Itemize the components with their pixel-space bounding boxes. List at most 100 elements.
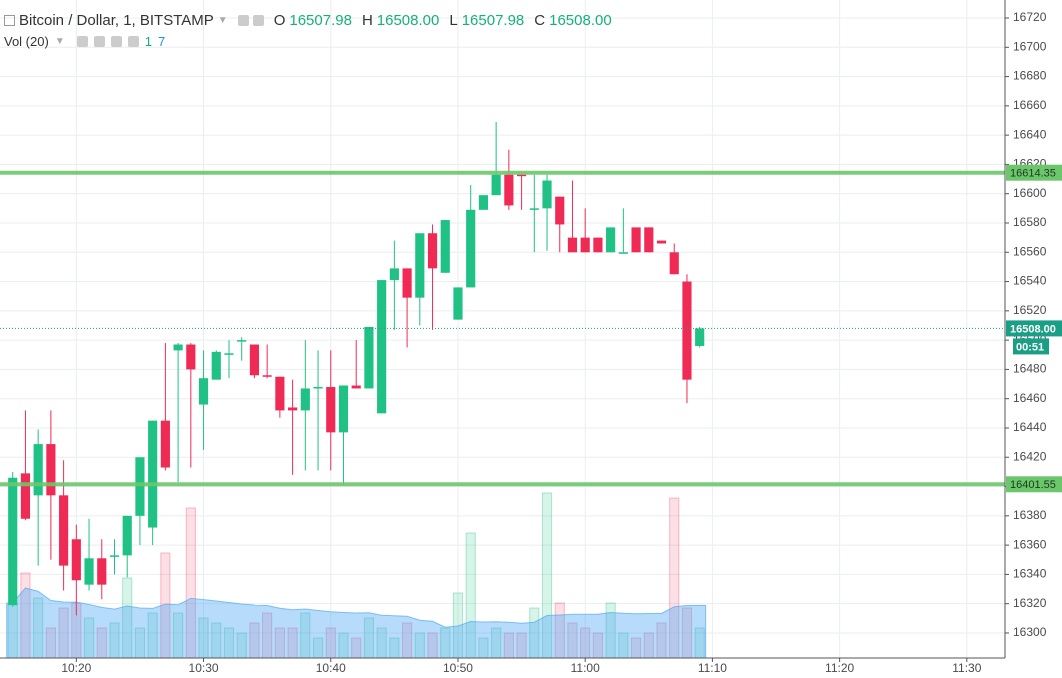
y-tick-label: 16600 — [1013, 186, 1047, 200]
candle-body — [198, 378, 209, 405]
eye-icon[interactable] — [76, 36, 88, 47]
candle-body — [224, 353, 234, 355]
volume-value: 1 — [144, 34, 152, 49]
candle-body — [656, 240, 667, 244]
y-tick-label: 16440 — [1013, 420, 1047, 434]
candle-body — [275, 376, 285, 411]
y-tick-label: 16580 — [1013, 215, 1047, 229]
candle-body — [122, 515, 132, 556]
symbol-title: Bitcoin / Dollar, 1, BITSTAMP — [19, 12, 214, 29]
add-icon[interactable] — [110, 36, 122, 47]
candle-body — [249, 344, 260, 376]
candle-body — [695, 328, 705, 346]
volume-label: Vol (20) — [4, 34, 49, 49]
y-tick-label: 16300 — [1013, 625, 1047, 639]
y-tick-label: 16680 — [1013, 69, 1047, 83]
y-tick-label: 16360 — [1013, 537, 1047, 551]
level-tag — [1006, 476, 1062, 493]
candle-body — [389, 268, 399, 281]
candle-body — [8, 477, 18, 606]
candle-body — [109, 555, 120, 557]
candle-body — [186, 344, 196, 370]
y-tick-label: 16660 — [1013, 98, 1047, 112]
y-tick-label: 16380 — [1013, 508, 1047, 522]
candle-body — [237, 340, 247, 342]
candle-body — [338, 385, 349, 433]
x-tick-label: 11:20 — [825, 661, 854, 675]
ohlc-letter: O — [273, 12, 286, 29]
ohlc-value: 16508.00 — [549, 12, 612, 29]
ohlc-value: 16508.00 — [376, 12, 440, 29]
candle-body — [135, 457, 145, 516]
last-price-tag — [1006, 320, 1062, 337]
level-tag-label: 16401.55 — [1010, 479, 1056, 491]
candle-body — [542, 180, 552, 209]
y-tick-label: 16720 — [1013, 10, 1047, 24]
candle-body — [326, 386, 336, 433]
candle-body — [580, 237, 590, 253]
candle-body — [504, 174, 514, 206]
candle-body — [415, 233, 425, 298]
candle-body — [148, 420, 158, 528]
candle-body — [288, 407, 298, 411]
y-tick-label: 16480 — [1013, 362, 1047, 376]
settings-icon[interactable] — [252, 15, 264, 26]
candle-body — [160, 420, 170, 468]
candle-body — [555, 196, 565, 225]
candle-body — [173, 344, 183, 351]
x-tick-label: 11:30 — [952, 661, 981, 675]
candle-body — [466, 209, 476, 288]
level-tag-label: 16614.35 — [1010, 168, 1056, 180]
candle-body — [364, 326, 374, 389]
y-tick-label: 16520 — [1013, 303, 1047, 317]
ohlc-letter: H — [361, 12, 373, 29]
settings-icon[interactable] — [93, 36, 105, 47]
candle-body — [71, 539, 81, 581]
collapse-icon[interactable] — [4, 15, 15, 26]
eye-icon[interactable] — [237, 15, 249, 26]
candle-body — [491, 174, 501, 196]
candle-body — [427, 233, 438, 269]
countdown-tag — [1013, 338, 1049, 355]
candle-body — [644, 227, 654, 253]
last-price-label: 16508.00 — [1010, 323, 1056, 335]
x-tick-label: 10:50 — [443, 661, 473, 675]
candle-body — [33, 444, 43, 496]
candle-body — [262, 375, 272, 377]
close-icon[interactable] — [127, 36, 139, 47]
dropdown-caret[interactable]: ▼ — [217, 15, 228, 26]
volume-ma-area — [6, 587, 707, 659]
candle-body — [478, 195, 488, 210]
y-tick-label: 16640 — [1013, 127, 1047, 141]
volume-header: Vol (20) ▼ 1 7 — [4, 34, 165, 49]
candle-body — [529, 208, 539, 210]
x-tick-label: 11:10 — [698, 661, 727, 675]
candle-body — [97, 558, 107, 585]
dropdown-caret[interactable]: ▼ — [54, 36, 65, 47]
y-tick-label: 16460 — [1013, 391, 1047, 405]
candle-body — [567, 237, 578, 253]
time-axis-bg — [0, 658, 1005, 678]
ohlc-value: 16507.98 — [461, 12, 525, 29]
candle-body — [618, 252, 628, 254]
candle-body — [517, 174, 527, 177]
candle-body — [300, 388, 310, 411]
candle-body — [402, 268, 412, 298]
x-tick-label: 10:20 — [61, 661, 91, 675]
x-tick-label: 10:40 — [316, 661, 346, 675]
candle-body — [631, 227, 641, 253]
y-tick-label: 16560 — [1013, 244, 1047, 258]
y-tick-label: 16420 — [1013, 449, 1047, 463]
ohlc-letter: L — [449, 12, 458, 29]
symbol-header: Bitcoin / Dollar, 1, BITSTAMP ▼ O 16507.… — [4, 12, 612, 29]
candle-body — [377, 280, 387, 414]
y-tick-label: 16340 — [1013, 567, 1047, 581]
candle-body — [682, 281, 692, 380]
y-tick-label: 16700 — [1013, 39, 1047, 53]
y-tick-label: 16320 — [1013, 596, 1047, 610]
candle-body — [20, 473, 31, 519]
candle-body — [593, 237, 603, 253]
candle-body — [669, 252, 679, 275]
candle-body — [606, 227, 616, 253]
